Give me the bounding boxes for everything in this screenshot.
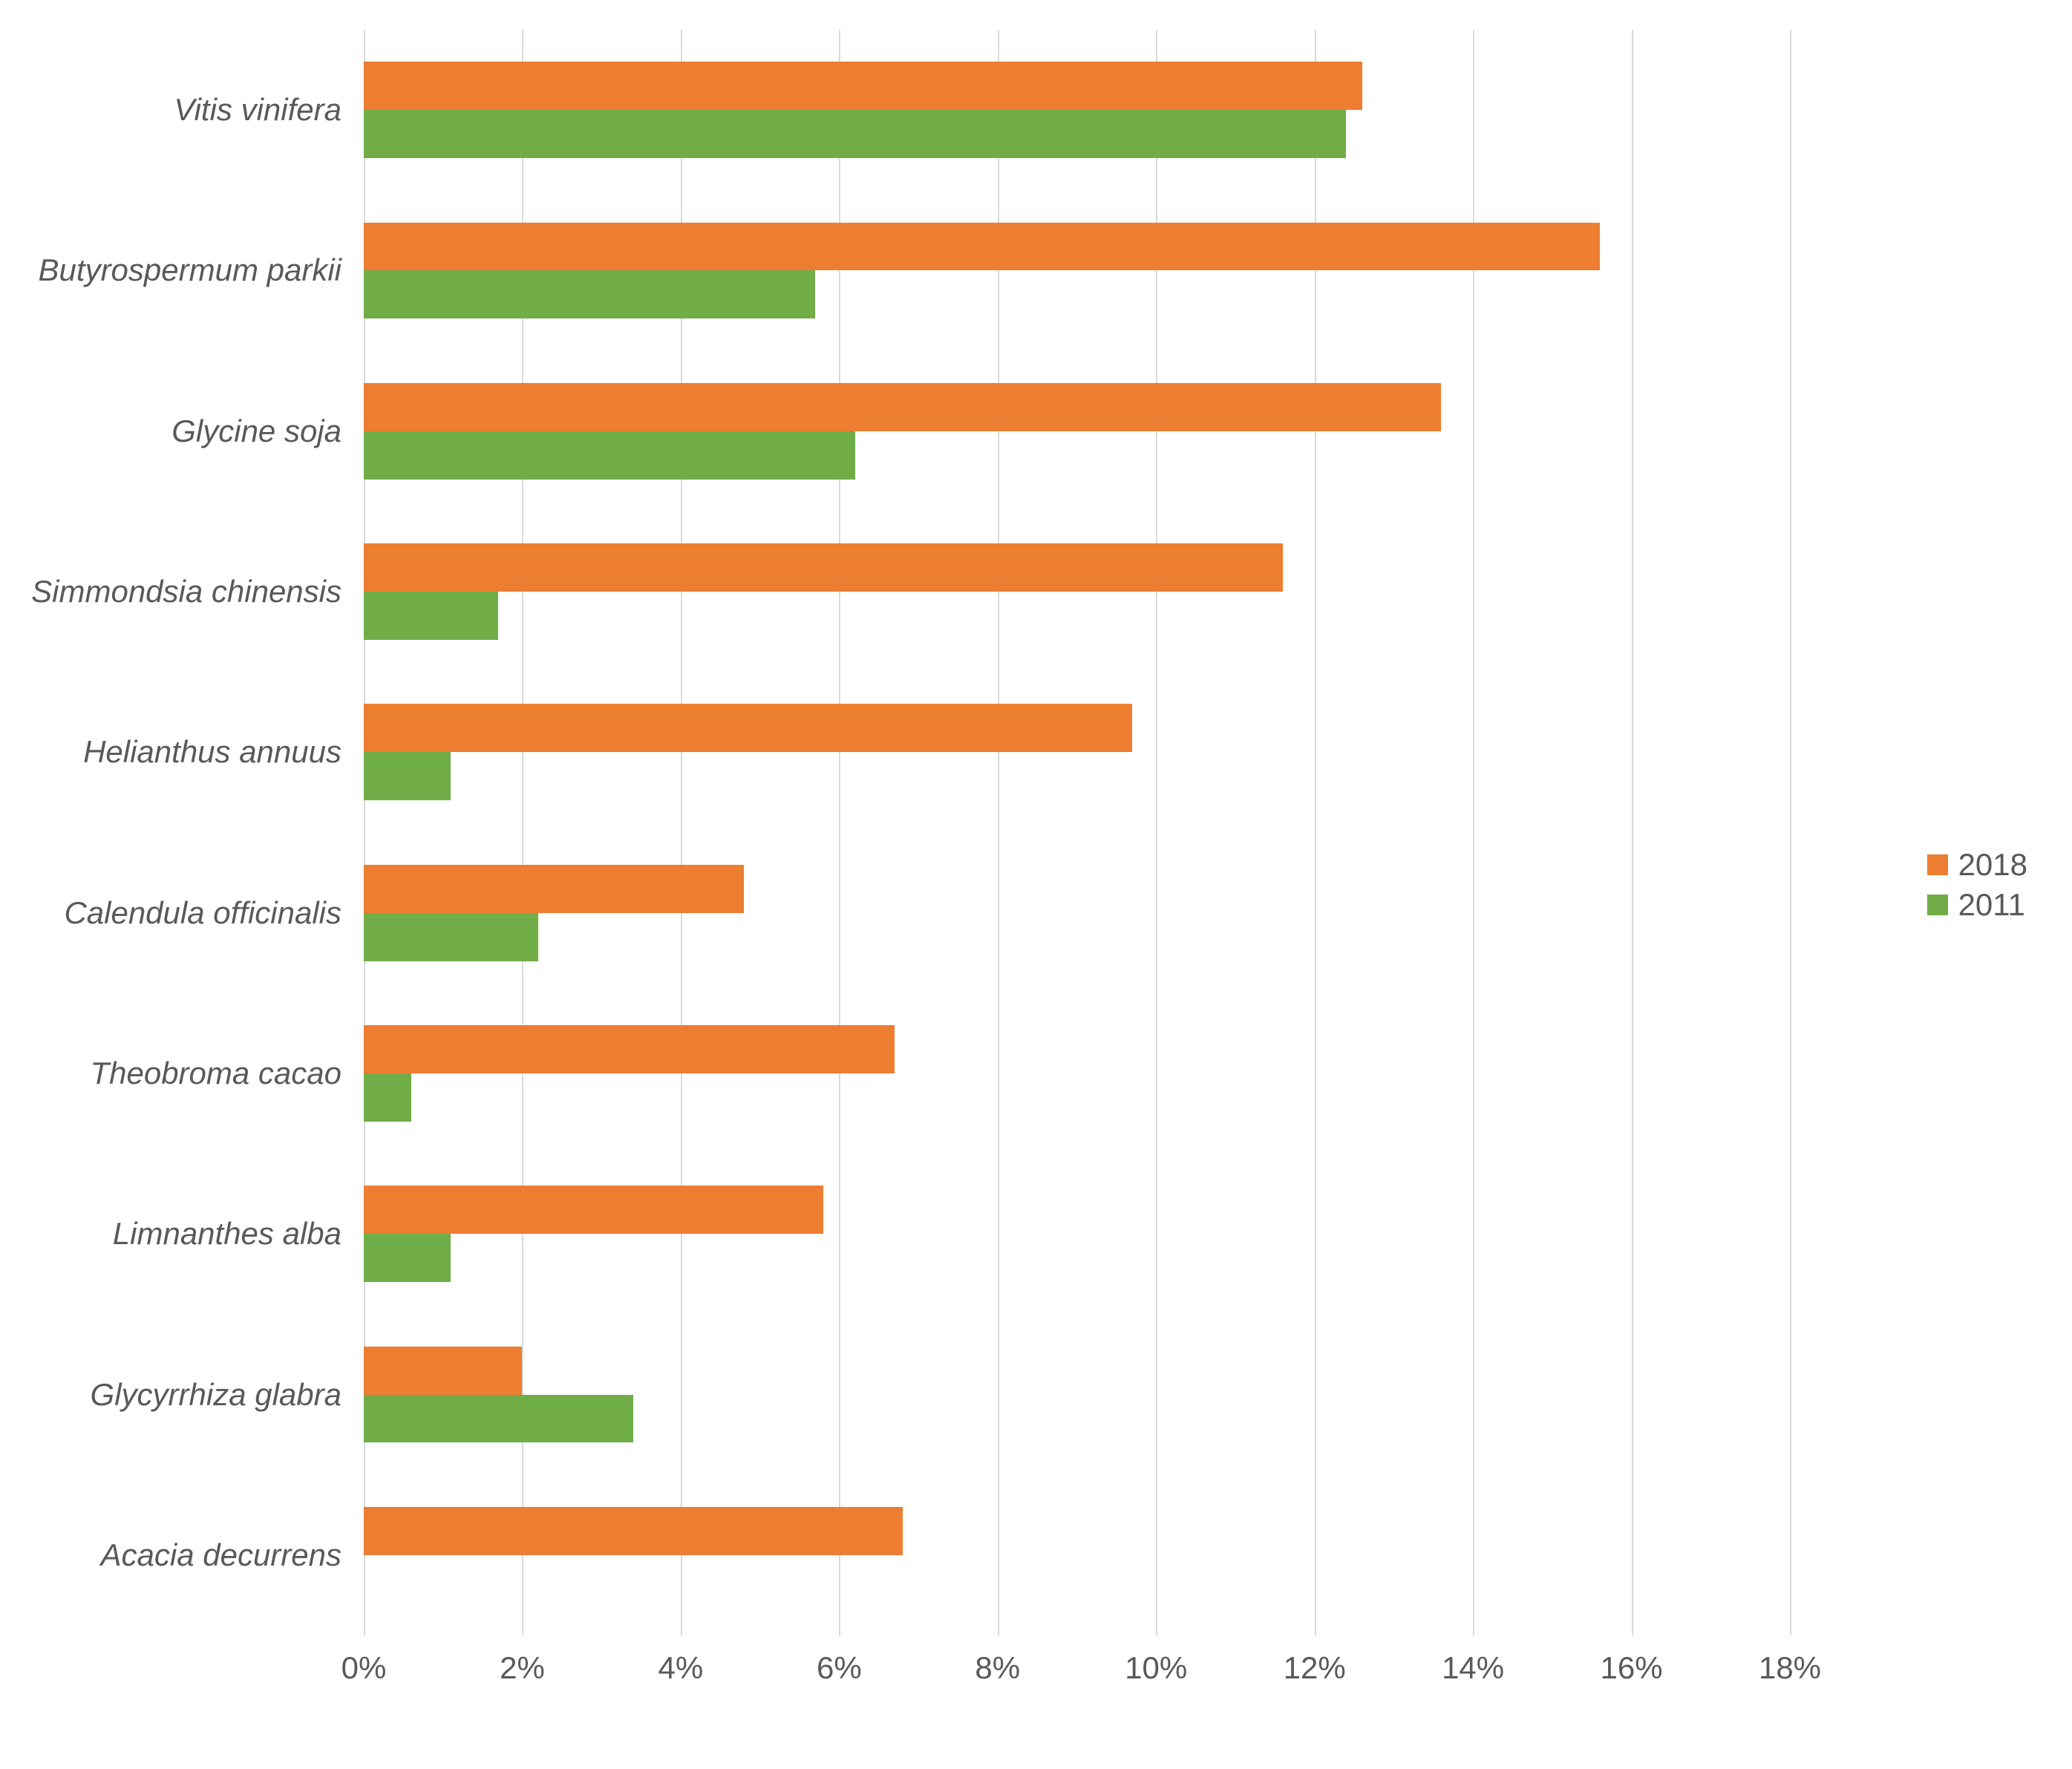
- grid-line: [1632, 30, 1633, 1635]
- grid-line: [1790, 30, 1791, 1635]
- bar-2018: [364, 62, 1362, 110]
- grid-line: [839, 30, 840, 1635]
- bar-2018: [364, 223, 1600, 271]
- x-tick-label: 4%: [658, 1650, 704, 1686]
- category-label: Glycyrrhiza glabra: [91, 1377, 341, 1413]
- legend: 2018 2011: [1927, 843, 2027, 927]
- bar-2018: [364, 1347, 522, 1395]
- x-tick-label: 12%: [1284, 1650, 1346, 1686]
- plot-area: [364, 30, 1790, 1635]
- bar-2011: [364, 1234, 451, 1282]
- category-label: Theobroma cacao: [90, 1056, 341, 1091]
- bar-2018: [364, 543, 1283, 592]
- bar-2011: [364, 752, 451, 800]
- bar-2011: [364, 1073, 411, 1122]
- x-tick-label: 18%: [1759, 1650, 1821, 1686]
- x-tick-label: 8%: [975, 1650, 1020, 1686]
- grid-line: [1473, 30, 1474, 1635]
- legend-label: 2011: [1958, 887, 2025, 923]
- legend-item: 2011: [1927, 887, 2027, 923]
- category-label: Acacia decurrens: [101, 1537, 342, 1573]
- x-tick-label: 14%: [1442, 1650, 1504, 1686]
- grid-line: [1156, 30, 1157, 1635]
- bar-2018: [364, 1186, 823, 1234]
- bar-2018: [364, 1025, 895, 1073]
- x-axis-tick-labels: 0%2%4%6%8%10%12%14%16%18%: [364, 1650, 1790, 1695]
- category-label: Vitis vinifera: [174, 92, 341, 128]
- bar-2011: [364, 110, 1346, 158]
- category-label: Calendula officinalis: [64, 895, 341, 931]
- category-label: Helianthus annuus: [83, 734, 341, 770]
- bar-2011: [364, 431, 855, 480]
- bar-2011: [364, 270, 815, 318]
- bar-2011: [364, 913, 538, 961]
- bar-2011: [364, 592, 498, 640]
- bar-2018: [364, 865, 744, 913]
- grouped-horizontal-bar-chart: Vitis vinifera Butyrospermum parkii Glycin…: [0, 0, 2072, 1769]
- y-axis-category-labels: Vitis vinifera Butyrospermum parkii Glycin…: [0, 30, 356, 1635]
- legend-item: 2018: [1927, 847, 2027, 883]
- x-tick-label: 16%: [1601, 1650, 1663, 1686]
- legend-swatch: [1927, 895, 1948, 915]
- bar-2018: [364, 704, 1132, 752]
- grid-line: [998, 30, 999, 1635]
- x-tick-label: 10%: [1125, 1650, 1187, 1686]
- grid-line: [1315, 30, 1316, 1635]
- category-label: Butyrospermum parkii: [39, 252, 341, 288]
- x-tick-label: 6%: [817, 1650, 862, 1686]
- category-label: Limnanthes alba: [113, 1216, 341, 1252]
- category-label: Simmondsia chinensis: [31, 574, 341, 609]
- x-tick-label: 0%: [341, 1650, 387, 1686]
- legend-swatch: [1927, 854, 1948, 875]
- bar-2018: [364, 1507, 903, 1555]
- bar-2018: [364, 383, 1441, 431]
- x-tick-label: 2%: [500, 1650, 545, 1686]
- category-label: Glycine soja: [171, 413, 341, 449]
- bar-2011: [364, 1395, 633, 1443]
- legend-label: 2018: [1958, 847, 2027, 883]
